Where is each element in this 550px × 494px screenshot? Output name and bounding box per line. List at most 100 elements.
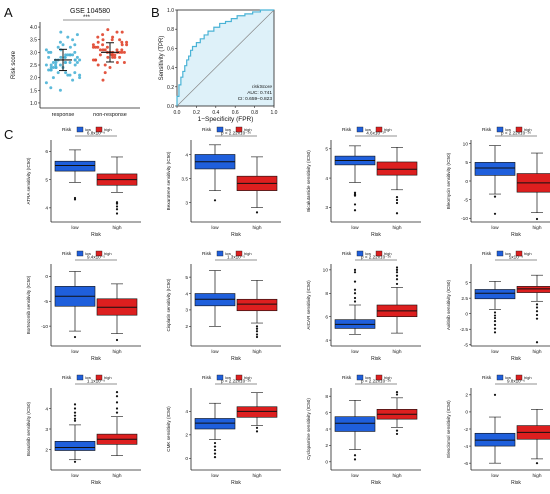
y-tick-label: 4 bbox=[325, 338, 328, 344]
y-tick-label: 3 bbox=[185, 201, 188, 207]
legend-title: Risk bbox=[482, 375, 492, 381]
y-tick-label: 3 bbox=[45, 427, 48, 433]
pvalue-label: 9.8x10⁻⁶ bbox=[507, 379, 525, 384]
data-point bbox=[75, 55, 79, 59]
x-axis-label: Risk bbox=[511, 356, 521, 362]
y-tick-label: -2.5 bbox=[460, 327, 469, 333]
y-axis-label: CMK sensitivity (IC50) bbox=[166, 406, 171, 452]
box-high bbox=[236, 298, 278, 312]
outlier-point bbox=[115, 205, 119, 208]
legend-swatch-high bbox=[95, 126, 103, 133]
legend-label-low: low bbox=[225, 375, 231, 380]
outlier-point bbox=[493, 331, 497, 334]
legend-label-low: low bbox=[365, 375, 371, 380]
data-point bbox=[113, 53, 117, 57]
legend-swatch-low bbox=[496, 126, 504, 133]
legend-label-low: low bbox=[225, 127, 231, 132]
outlier-point bbox=[73, 417, 77, 420]
legend-swatch-low bbox=[216, 126, 224, 133]
y-tick-label: 8 bbox=[325, 291, 328, 297]
data-point bbox=[111, 35, 115, 39]
legend-title: Risk bbox=[342, 127, 352, 133]
outlier-point bbox=[353, 292, 357, 295]
legend-swatch-low bbox=[216, 374, 224, 381]
outlier-point bbox=[73, 403, 77, 406]
y-tick-label: 3 bbox=[325, 205, 328, 211]
data-point bbox=[103, 48, 107, 52]
data-point bbox=[58, 88, 62, 92]
outlier-point bbox=[395, 393, 399, 396]
data-point bbox=[54, 63, 58, 67]
legend-label-low: low bbox=[85, 375, 91, 380]
legend-swatch-high bbox=[375, 374, 383, 381]
y-tick-label: 6 bbox=[325, 410, 328, 416]
y-tick-label: 2 bbox=[185, 433, 188, 439]
data-point bbox=[94, 58, 98, 62]
y-tick-label: 0.4 bbox=[167, 66, 174, 72]
outlier-point bbox=[395, 429, 399, 432]
legend-swatch-high bbox=[235, 250, 243, 257]
x-tick-label-high: high bbox=[532, 473, 541, 479]
pvalue-label: 1.3x10⁻⁵ bbox=[227, 255, 245, 260]
x-tick-label-high: high bbox=[532, 349, 541, 355]
outlier-point bbox=[255, 330, 259, 333]
y-tick-label: 4 bbox=[185, 152, 188, 158]
data-point bbox=[49, 50, 53, 54]
box-low bbox=[474, 162, 516, 176]
outlier-point bbox=[115, 202, 119, 205]
data-point bbox=[49, 63, 53, 67]
outlier-point bbox=[213, 199, 217, 202]
outlier-point bbox=[395, 201, 399, 205]
risk-score-scatter-panel: 1.0 1.5 2.0 2.5 3.0 3.5 4.0 Risk score GSE 10458… bbox=[11, 8, 140, 118]
legend-swatch-high bbox=[375, 250, 383, 257]
outlier-point bbox=[493, 320, 497, 323]
legend-label-high: high bbox=[244, 251, 252, 256]
outlier-point bbox=[73, 411, 77, 414]
outlier-point bbox=[395, 196, 399, 199]
outlier-point bbox=[353, 194, 357, 197]
y-tick-label: 0 bbox=[465, 410, 468, 416]
legend-swatch-high bbox=[515, 126, 523, 133]
data-point bbox=[110, 53, 114, 57]
pvalue-label: p < 2.22x10⁻¹⁶ bbox=[361, 379, 391, 384]
data-point bbox=[44, 81, 48, 85]
outlier-point bbox=[395, 274, 399, 277]
data-point bbox=[111, 55, 115, 59]
y-tick-label: 6 bbox=[325, 315, 328, 321]
data-point bbox=[47, 68, 51, 72]
y-tick-label: 4 bbox=[325, 427, 328, 433]
box-low bbox=[194, 418, 236, 430]
data-point bbox=[56, 71, 60, 75]
outlier-point bbox=[493, 323, 497, 326]
data-point bbox=[120, 43, 124, 47]
y-tick-label: 6 bbox=[45, 149, 48, 155]
x-tick-label-high: high bbox=[252, 349, 261, 355]
legend-label-high: high bbox=[104, 375, 112, 380]
y-tick-label: -5 bbox=[464, 343, 469, 349]
y-tick-label: 8 bbox=[325, 394, 328, 400]
y-axis-label: Bleomycin sensitivity (IC50) bbox=[446, 152, 451, 209]
data-point bbox=[78, 58, 82, 62]
outlier-point bbox=[493, 195, 497, 198]
legend-title: Risk bbox=[202, 251, 212, 257]
data-point bbox=[66, 35, 70, 39]
y-tick-label: -6 bbox=[464, 461, 469, 467]
data-point bbox=[110, 38, 114, 42]
data-point bbox=[56, 45, 60, 49]
data-point bbox=[125, 40, 129, 44]
outlier-point bbox=[115, 401, 119, 404]
outlier-point bbox=[353, 454, 357, 457]
x-category-label: response bbox=[52, 112, 75, 118]
box-high bbox=[236, 406, 278, 418]
x-axis-label: Risk bbox=[371, 356, 381, 362]
pvalue-label: 4.6x10⁻¹⁰ bbox=[366, 131, 386, 136]
legend-swatch-low bbox=[76, 126, 84, 133]
data-point bbox=[103, 71, 107, 75]
outlier-point bbox=[535, 310, 539, 313]
roc-legend-text: CI: 0.659−0.823 bbox=[238, 96, 273, 102]
x-tick-label-high: high bbox=[112, 473, 121, 479]
x-axis-label: Risk bbox=[511, 232, 521, 238]
legend-title: Risk bbox=[482, 127, 492, 133]
data-point bbox=[47, 50, 51, 54]
outlier-point bbox=[353, 271, 357, 274]
